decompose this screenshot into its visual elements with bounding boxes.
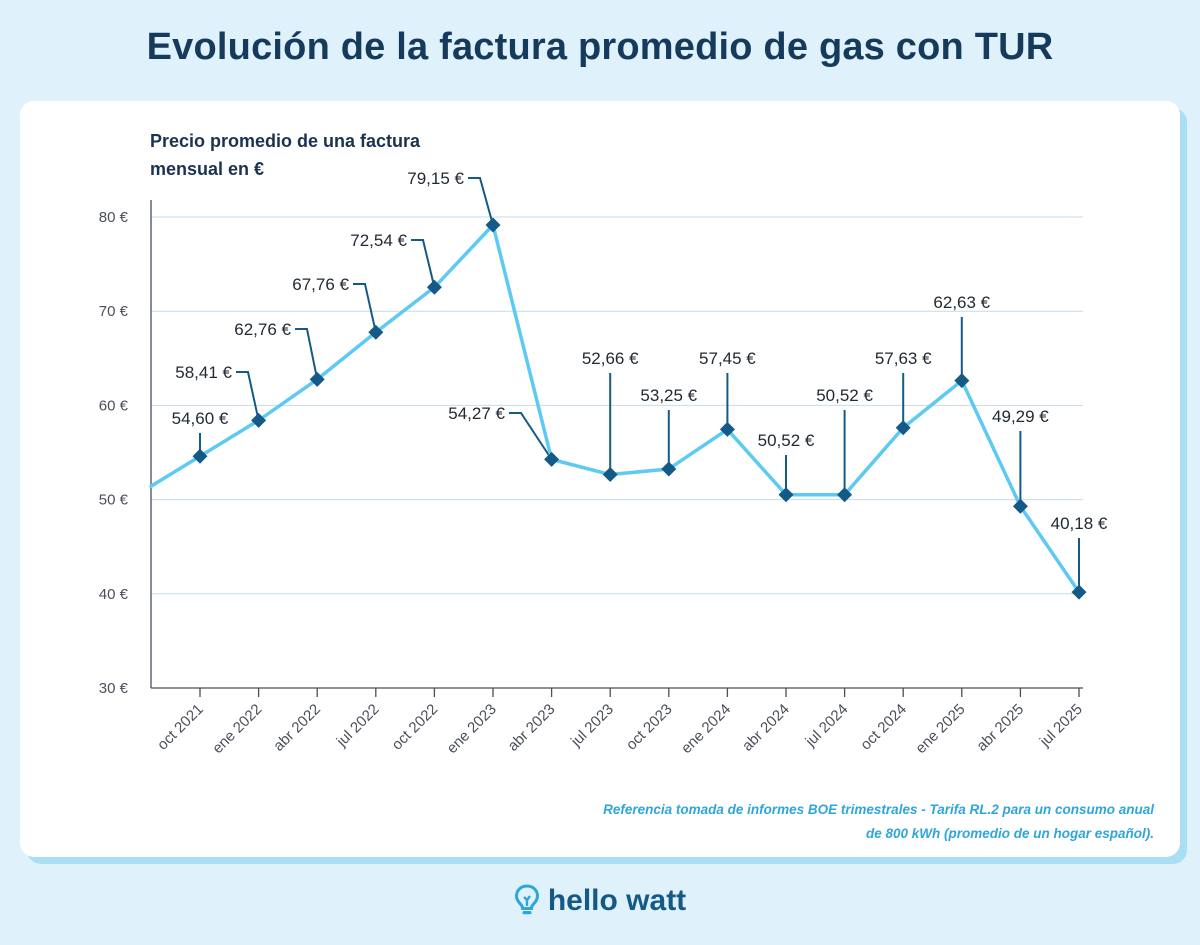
x-tick-label: abr 2022 — [270, 701, 324, 755]
label-leader — [468, 177, 494, 226]
label-leader — [295, 328, 319, 380]
y-tick-label: 30 € — [99, 680, 129, 697]
y-axis-title-line1: Precio promedio de una factura — [150, 131, 421, 151]
y-axis-title-line2: mensual en € — [150, 159, 265, 179]
data-point — [895, 420, 911, 436]
x-tick-label: ene 2022 — [209, 701, 265, 757]
data-point — [954, 373, 970, 389]
chart-card — [20, 101, 1180, 857]
data-point — [837, 487, 853, 503]
y-axis-title: Precio promedio de una factura mensual e… — [150, 127, 470, 183]
data-label: 49,29 € — [992, 407, 1049, 426]
data-point — [544, 451, 560, 467]
y-tick-label: 80 € — [99, 209, 129, 226]
logo-text: hello watt — [547, 884, 687, 917]
series — [149, 217, 1087, 600]
x-tick-label: abr 2025 — [973, 701, 1027, 755]
data-label: 57,45 € — [699, 349, 756, 368]
data-point — [251, 412, 267, 428]
x-tick-label: jul 2024 — [802, 701, 852, 751]
y-tick-label: 70 € — [99, 303, 129, 320]
x-tick-label: oct 2023 — [623, 701, 676, 754]
data-point — [192, 448, 208, 464]
lightbulb-icon — [514, 884, 539, 915]
data-point — [368, 324, 384, 340]
data-label: 50,52 € — [758, 431, 815, 450]
data-point — [602, 467, 618, 483]
data-point — [1012, 498, 1028, 514]
source-note: Referencia tomada de informes BOE trimes… — [514, 798, 1154, 846]
label-leader — [353, 283, 377, 333]
x-tick-label: ene 2024 — [678, 701, 734, 757]
x-tick-label: abr 2023 — [505, 701, 559, 755]
data-label: 79,15 € — [407, 169, 464, 188]
source-note-line2: de 800 kWh (promedio de un hogar español… — [865, 826, 1154, 841]
data-label: 57,63 € — [875, 349, 932, 368]
data-point — [719, 421, 735, 437]
data-point — [485, 217, 501, 233]
x-tick-label: jul 2025 — [1036, 701, 1086, 751]
brand-logo: hello watt — [0, 884, 1200, 918]
x-tick-label: ene 2023 — [444, 701, 500, 757]
label-leaders — [199, 177, 1080, 593]
data-label: 50,52 € — [816, 386, 873, 405]
label-leader — [411, 239, 436, 288]
data-label: 40,18 € — [1051, 514, 1108, 533]
data-label: 62,63 € — [933, 293, 990, 312]
gridlines — [151, 216, 1083, 595]
data-label: 54,60 € — [172, 409, 229, 428]
data-label: 67,76 € — [292, 275, 349, 294]
x-tick-label: oct 2022 — [389, 701, 442, 754]
data-label: 72,54 € — [350, 231, 407, 250]
data-point — [426, 279, 442, 295]
axes: 30 € 40 € 50 € 60 € 70 € 80 € oct 2021 ene 2022… — [99, 200, 1086, 757]
x-tick-label: oct 2024 — [857, 701, 910, 754]
data-point — [661, 461, 677, 477]
x-tick-label: jul 2023 — [567, 701, 617, 751]
data-point — [778, 487, 794, 503]
y-tick-label: 60 € — [99, 397, 129, 414]
y-tick-label: 40 € — [99, 586, 129, 603]
data-label: 53,25 € — [640, 386, 697, 405]
data-label: 58,41 € — [175, 363, 232, 382]
series-line — [149, 223, 1081, 594]
x-tick-label: ene 2025 — [912, 701, 968, 757]
x-tick-label: abr 2024 — [739, 701, 793, 755]
label-leader — [236, 371, 260, 421]
source-note-line1: Referencia tomada de informes BOE trimes… — [603, 802, 1154, 817]
data-label: 54,27 € — [448, 404, 505, 423]
label-leader — [509, 412, 553, 460]
data-label: 52,66 € — [582, 349, 639, 368]
data-point — [1071, 584, 1087, 600]
chart-title: Evolución de la factura promedio de gas … — [146, 26, 1054, 68]
data-labels: 54,60 € 58,41 € 62,76 € 67,76 € 72,54 € 79,15… — [172, 169, 1108, 533]
y-tick-label: 50 € — [99, 492, 129, 509]
data-label: 62,76 € — [234, 320, 291, 339]
x-tick-label: oct 2021 — [154, 701, 207, 754]
data-point — [309, 371, 325, 387]
x-tick-label: jul 2022 — [333, 701, 383, 751]
